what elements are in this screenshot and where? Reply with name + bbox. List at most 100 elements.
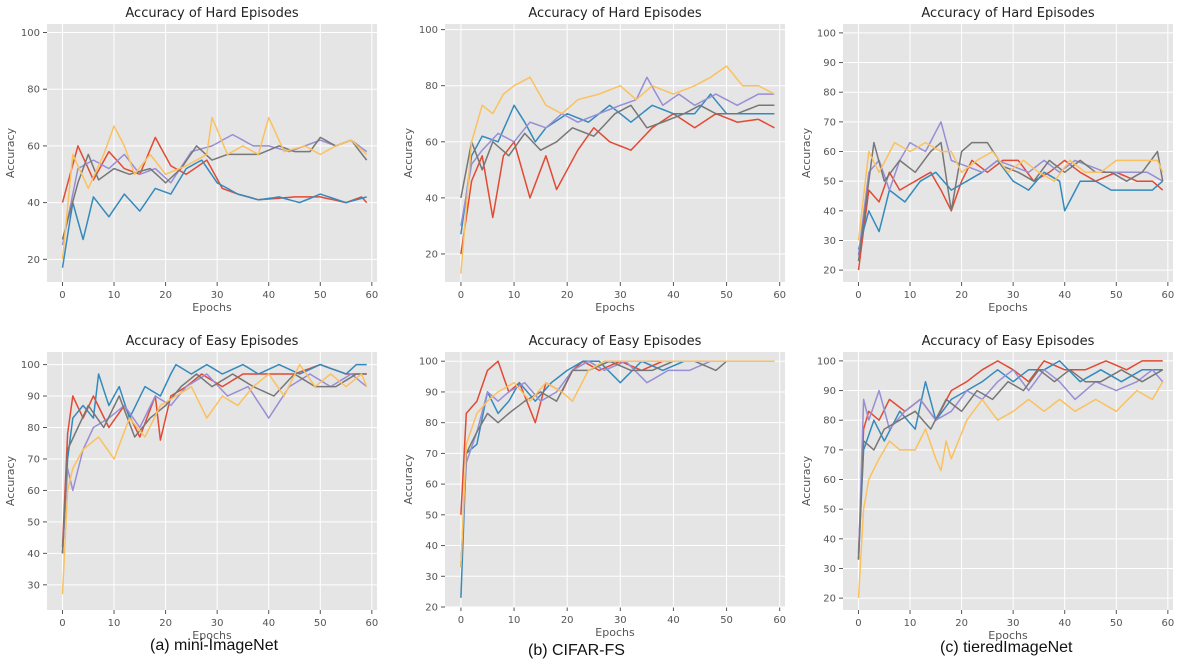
series-line-2: [61, 363, 367, 554]
y-tick-label: 100: [817, 28, 836, 39]
plot-area: [47, 24, 377, 282]
series-line-2: [61, 159, 367, 268]
chart-title: Accuracy of Hard Episodes: [528, 6, 701, 21]
x-tick-label: 50: [720, 290, 733, 301]
y-tick-label: 20: [425, 603, 438, 614]
y-tick-label: 30: [823, 564, 836, 575]
x-tick-label: 20: [561, 615, 574, 626]
x-tick-label: 50: [314, 618, 327, 629]
series-line-5: [460, 65, 775, 274]
x-axis-label: Epochs: [192, 301, 232, 314]
y-tick-label: 20: [425, 249, 438, 260]
series-line-5: [857, 141, 1164, 241]
x-tick-label: 40: [1058, 290, 1071, 301]
x-tick-label: 50: [314, 290, 327, 301]
series-line-4: [857, 369, 1164, 560]
series-line-4: [857, 141, 1164, 262]
x-tick-label: 0: [855, 618, 861, 629]
plot-area: [445, 352, 785, 607]
x-tick-label: 10: [108, 290, 121, 301]
x-tick-label: 60: [773, 290, 786, 301]
x-tick-label: 20: [955, 618, 968, 629]
series-line-5: [460, 360, 775, 568]
x-tick-label: 40: [262, 290, 275, 301]
y-tick-label: 60: [27, 141, 40, 152]
x-tick-label: 0: [59, 618, 65, 629]
x-tick-label: 30: [614, 290, 627, 301]
x-tick-label: 30: [211, 290, 224, 301]
chart-c-tieredimagenet-accuracy-of-hard-episodes: 0 10 20 30 40 50 60 20 30 40 50 60 70 80 90 100 Accuracy…: [800, 6, 1174, 314]
x-tick-label: 60: [773, 615, 786, 626]
chart-a-mini-imagenet-accuracy-of-hard-episodes: 0 10 20 30 40 50 60 20 40 60 80 100 Accuracy of Hard…: [4, 6, 378, 314]
y-tick-label: 80: [823, 88, 836, 99]
y-axis-label: Accuracy: [4, 127, 17, 178]
y-axis-label: Accuracy: [800, 455, 813, 506]
x-axis-label: Epochs: [988, 629, 1028, 642]
x-tick-label: 20: [955, 290, 968, 301]
y-tick-label: 90: [823, 58, 836, 69]
x-tick-label: 10: [904, 290, 917, 301]
chart-title: Accuracy of Easy Episodes: [529, 334, 702, 349]
y-tick-label: 80: [27, 85, 40, 96]
series-line-5: [61, 363, 368, 595]
caption-cifar-fs: (b) CIFAR-FS: [528, 642, 625, 659]
y-tick-label: 50: [823, 177, 836, 188]
chart-title: Accuracy of Easy Episodes: [126, 334, 299, 349]
y-tick-label: 70: [823, 445, 836, 456]
y-tick-label: 100: [21, 28, 40, 39]
y-tick-label: 50: [425, 510, 438, 521]
series-line-4: [460, 360, 775, 568]
chart-c-tieredimagenet-accuracy-of-easy-episodes: 0 10 20 30 40 50 60 20 30 40 50 60 70 80 90 100 Accuracy…: [800, 334, 1174, 642]
y-axis-label: Accuracy: [402, 127, 415, 178]
y-tick-label: 60: [425, 137, 438, 148]
chart-b-cifar-fs-accuracy-of-hard-episodes: 0 10 20 30 40 50 60 20 40 60 80 100 Accuracy of Hard…: [402, 6, 786, 314]
y-tick-label: 40: [823, 534, 836, 545]
series-line-1: [61, 136, 368, 204]
series-line-3: [61, 133, 368, 246]
x-tick-label: 0: [855, 290, 861, 301]
x-tick-label: 10: [904, 618, 917, 629]
y-tick-label: 90: [823, 386, 836, 397]
y-tick-label: 70: [27, 454, 40, 465]
chart-b-cifar-fs-accuracy-of-easy-episodes: 0 10 20 30 40 50 60 20 30 40 50 60 70 80 90 100 Accuracy…: [402, 334, 786, 639]
y-tick-label: 20: [27, 255, 40, 266]
plot-area: [843, 352, 1173, 610]
y-tick-label: 20: [823, 266, 836, 277]
x-tick-label: 20: [159, 618, 172, 629]
y-tick-label: 20: [823, 594, 836, 605]
caption-tieredimagenet: (c) tieredImageNet: [940, 639, 1073, 656]
x-tick-label: 50: [1110, 290, 1123, 301]
x-axis-label: Epochs: [595, 301, 635, 314]
series-line-1: [857, 159, 1164, 271]
x-tick-label: 60: [1161, 618, 1174, 629]
chart-title: Accuracy of Easy Episodes: [922, 334, 1095, 349]
y-tick-label: 90: [425, 387, 438, 398]
plot-area: [47, 352, 377, 610]
series-line-5: [857, 381, 1164, 599]
x-tick-label: 10: [508, 290, 521, 301]
y-tick-label: 40: [425, 541, 438, 552]
y-tick-label: 30: [425, 572, 438, 583]
x-tick-label: 30: [211, 618, 224, 629]
x-axis-label: Epochs: [988, 301, 1028, 314]
y-tick-label: 80: [27, 423, 40, 434]
series-line-3: [61, 373, 368, 554]
x-tick-label: 60: [1161, 290, 1174, 301]
y-tick-label: 100: [21, 360, 40, 371]
y-tick-label: 60: [425, 480, 438, 491]
y-tick-label: 70: [425, 449, 438, 460]
y-axis-label: Accuracy: [4, 455, 17, 506]
y-axis-label: Accuracy: [402, 454, 415, 505]
y-tick-label: 80: [425, 418, 438, 429]
x-tick-label: 60: [365, 618, 378, 629]
y-tick-label: 100: [419, 357, 438, 368]
x-axis-label: Epochs: [595, 626, 635, 639]
series-line-2: [857, 360, 1163, 560]
x-tick-label: 0: [458, 290, 464, 301]
chart-a-mini-imagenet-accuracy-of-easy-episodes: 0 10 20 30 40 50 60 30 40 50 60 70 80 90 100 Accuracy o…: [4, 334, 378, 642]
plot-area: [445, 24, 785, 282]
x-tick-label: 30: [614, 615, 627, 626]
y-tick-label: 60: [27, 486, 40, 497]
x-tick-label: 60: [365, 290, 378, 301]
